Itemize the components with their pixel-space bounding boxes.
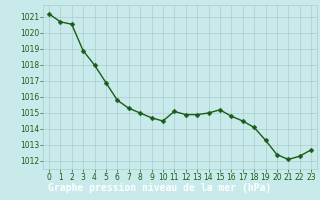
Text: Graphe pression niveau de la mer (hPa): Graphe pression niveau de la mer (hPa) [48,183,272,193]
